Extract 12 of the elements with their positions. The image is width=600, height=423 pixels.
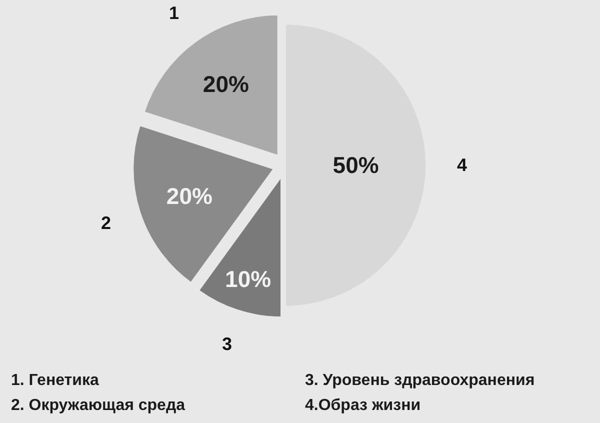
data-label: 50%: [332, 152, 379, 178]
slice-label: 3: [222, 334, 232, 354]
text: 3. Уровень здравоохранения: [305, 372, 535, 389]
text: 1. Генетика: [11, 372, 99, 389]
text: 4.Образ жизни: [305, 397, 421, 414]
slice-label: 4: [457, 155, 468, 175]
text: 2. Окружающая среда: [11, 397, 186, 414]
data-label: 20%: [202, 70, 249, 97]
data-label: 20%: [166, 183, 212, 210]
slice-label: 1: [169, 3, 180, 23]
slice-label: 2: [101, 213, 112, 233]
data-label: 10%: [225, 266, 272, 292]
